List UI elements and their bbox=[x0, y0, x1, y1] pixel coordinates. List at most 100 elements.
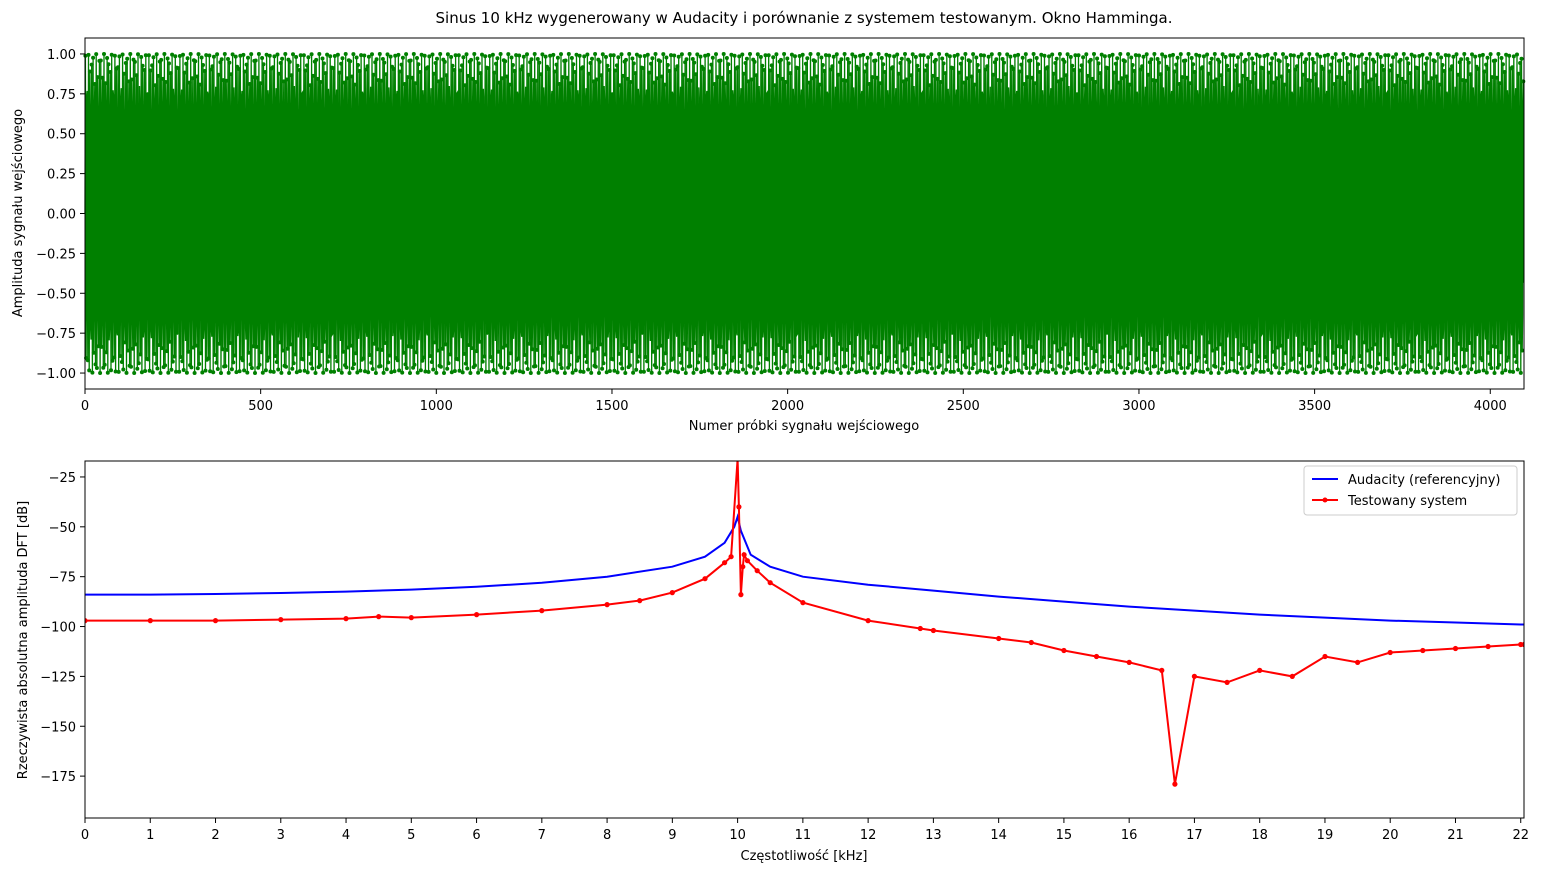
signal-point bbox=[1198, 369, 1203, 374]
signal-point bbox=[305, 63, 309, 68]
signal-point bbox=[105, 56, 110, 60]
signal-point bbox=[540, 52, 545, 57]
signal-point bbox=[939, 349, 944, 354]
signal-point bbox=[414, 350, 419, 355]
signal-point bbox=[1003, 72, 1008, 77]
signal-point bbox=[371, 72, 376, 77]
signal-point bbox=[1022, 82, 1027, 86]
signal-point bbox=[814, 74, 819, 79]
signal-point bbox=[595, 346, 600, 351]
signal-point bbox=[1327, 69, 1332, 74]
signal-point bbox=[1056, 79, 1061, 84]
signal-point bbox=[1205, 52, 1210, 57]
signal-point bbox=[240, 358, 245, 363]
signal-point bbox=[1020, 55, 1025, 60]
signal-point bbox=[1363, 370, 1368, 375]
signal-xlabel: Numer próbki sygnału wejściowego bbox=[689, 419, 919, 434]
signal-point bbox=[346, 345, 351, 350]
signal-point bbox=[1250, 56, 1255, 61]
signal-point bbox=[892, 354, 897, 358]
signal-point bbox=[956, 368, 961, 372]
signal-point bbox=[752, 59, 757, 64]
signal-point bbox=[1299, 52, 1304, 57]
signal-point bbox=[816, 362, 821, 366]
signal-point bbox=[1082, 83, 1087, 88]
signal-point bbox=[1443, 53, 1448, 58]
signal-point bbox=[779, 57, 783, 62]
signal-point bbox=[1137, 369, 1142, 374]
spectrum-axes-frame bbox=[84, 460, 1525, 819]
signal-point bbox=[518, 67, 523, 72]
signal-point bbox=[1282, 82, 1287, 87]
signal-point bbox=[634, 367, 639, 372]
testowany-point bbox=[376, 614, 382, 620]
signal-point bbox=[1274, 76, 1279, 81]
signal-point bbox=[1179, 366, 1184, 370]
signal-point bbox=[1318, 370, 1323, 375]
signal-point bbox=[634, 52, 639, 57]
x-tick-label: 5 bbox=[407, 828, 415, 843]
signal-point bbox=[276, 71, 281, 76]
signal-point bbox=[474, 349, 479, 354]
signal-point bbox=[992, 341, 997, 346]
signal-point bbox=[227, 60, 232, 65]
testowany-point bbox=[1257, 667, 1263, 674]
signal-point bbox=[819, 55, 824, 60]
signal-point bbox=[620, 366, 625, 371]
signal-point bbox=[1322, 369, 1327, 374]
signal-point bbox=[374, 57, 379, 62]
signal-point bbox=[318, 80, 323, 84]
signal-point bbox=[1398, 371, 1402, 375]
signal-point bbox=[246, 350, 251, 355]
signal-point bbox=[1329, 62, 1334, 67]
signal-point bbox=[185, 56, 190, 61]
signal-point bbox=[1446, 53, 1451, 58]
signal-point bbox=[267, 53, 272, 58]
signal-point bbox=[1438, 351, 1443, 356]
signal-point bbox=[422, 355, 426, 360]
signal-point bbox=[1220, 52, 1225, 57]
signal-point bbox=[391, 67, 396, 71]
signal-point bbox=[875, 75, 880, 80]
x-tick-label: 3 bbox=[277, 828, 285, 843]
signal-point bbox=[852, 353, 857, 358]
signal-point bbox=[883, 70, 887, 74]
signal-point bbox=[766, 357, 770, 362]
signal-point bbox=[597, 59, 602, 64]
signal-point bbox=[1079, 63, 1084, 68]
signal-point bbox=[87, 368, 92, 373]
signal-point bbox=[687, 52, 692, 56]
signal-point bbox=[1490, 75, 1494, 80]
testowany-point bbox=[1289, 673, 1295, 680]
signal-point bbox=[514, 53, 519, 58]
signal-point bbox=[1031, 52, 1036, 56]
signal-point bbox=[361, 356, 366, 361]
signal-point bbox=[1482, 69, 1487, 74]
signal-point bbox=[125, 348, 130, 353]
signal-point bbox=[287, 371, 292, 375]
signal-point bbox=[358, 368, 363, 373]
signal-point bbox=[934, 346, 939, 351]
signal-point bbox=[1476, 67, 1481, 71]
signal-point bbox=[638, 54, 643, 59]
signal-point bbox=[856, 67, 861, 71]
signal-point bbox=[748, 52, 752, 56]
signal-point bbox=[1185, 365, 1190, 370]
signal-point bbox=[703, 53, 708, 58]
x-tick-label: 16 bbox=[1121, 828, 1138, 843]
signal-point bbox=[845, 347, 849, 352]
signal-point bbox=[89, 62, 94, 67]
signal-point bbox=[612, 368, 617, 373]
signal-point bbox=[1243, 371, 1248, 375]
testowany-point bbox=[1191, 673, 1197, 680]
signal-point bbox=[938, 80, 943, 84]
x-tick-label: 7 bbox=[538, 828, 546, 843]
signal-point bbox=[1211, 79, 1216, 84]
signal-point bbox=[1304, 57, 1309, 62]
signal-point bbox=[917, 369, 922, 373]
signal-point bbox=[1160, 360, 1165, 365]
signal-point bbox=[385, 52, 390, 57]
signal-point bbox=[521, 54, 526, 59]
signal-point bbox=[193, 59, 198, 64]
signal-point bbox=[603, 352, 608, 357]
